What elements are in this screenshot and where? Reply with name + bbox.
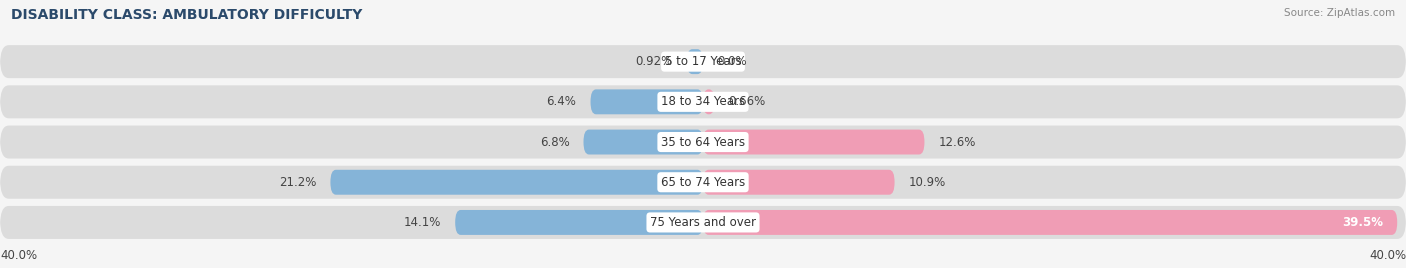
Text: 0.0%: 0.0%	[717, 55, 747, 68]
FancyBboxPatch shape	[0, 166, 1406, 199]
Text: Source: ZipAtlas.com: Source: ZipAtlas.com	[1284, 8, 1395, 18]
Text: 12.6%: 12.6%	[939, 136, 976, 148]
Text: 14.1%: 14.1%	[404, 216, 441, 229]
FancyBboxPatch shape	[591, 89, 703, 114]
Text: 0.92%: 0.92%	[636, 55, 672, 68]
FancyBboxPatch shape	[0, 206, 1406, 239]
Text: 0.66%: 0.66%	[728, 95, 766, 108]
Text: DISABILITY CLASS: AMBULATORY DIFFICULTY: DISABILITY CLASS: AMBULATORY DIFFICULTY	[11, 8, 363, 22]
FancyBboxPatch shape	[688, 49, 703, 74]
Text: 40.0%: 40.0%	[1369, 249, 1406, 262]
FancyBboxPatch shape	[703, 170, 894, 195]
Text: 6.8%: 6.8%	[540, 136, 569, 148]
Text: 75 Years and over: 75 Years and over	[650, 216, 756, 229]
FancyBboxPatch shape	[703, 129, 925, 154]
Text: 40.0%: 40.0%	[0, 249, 37, 262]
Text: 18 to 34 Years: 18 to 34 Years	[661, 95, 745, 108]
Text: 5 to 17 Years: 5 to 17 Years	[665, 55, 741, 68]
Text: 39.5%: 39.5%	[1343, 216, 1384, 229]
FancyBboxPatch shape	[0, 125, 1406, 158]
Text: 10.9%: 10.9%	[908, 176, 946, 189]
FancyBboxPatch shape	[703, 89, 714, 114]
Text: 21.2%: 21.2%	[278, 176, 316, 189]
FancyBboxPatch shape	[583, 129, 703, 154]
FancyBboxPatch shape	[0, 85, 1406, 118]
Text: 35 to 64 Years: 35 to 64 Years	[661, 136, 745, 148]
Text: 6.4%: 6.4%	[547, 95, 576, 108]
FancyBboxPatch shape	[703, 210, 1398, 235]
FancyBboxPatch shape	[330, 170, 703, 195]
FancyBboxPatch shape	[456, 210, 703, 235]
Text: 65 to 74 Years: 65 to 74 Years	[661, 176, 745, 189]
FancyBboxPatch shape	[0, 45, 1406, 78]
Legend: Male, Female: Male, Female	[641, 264, 765, 268]
